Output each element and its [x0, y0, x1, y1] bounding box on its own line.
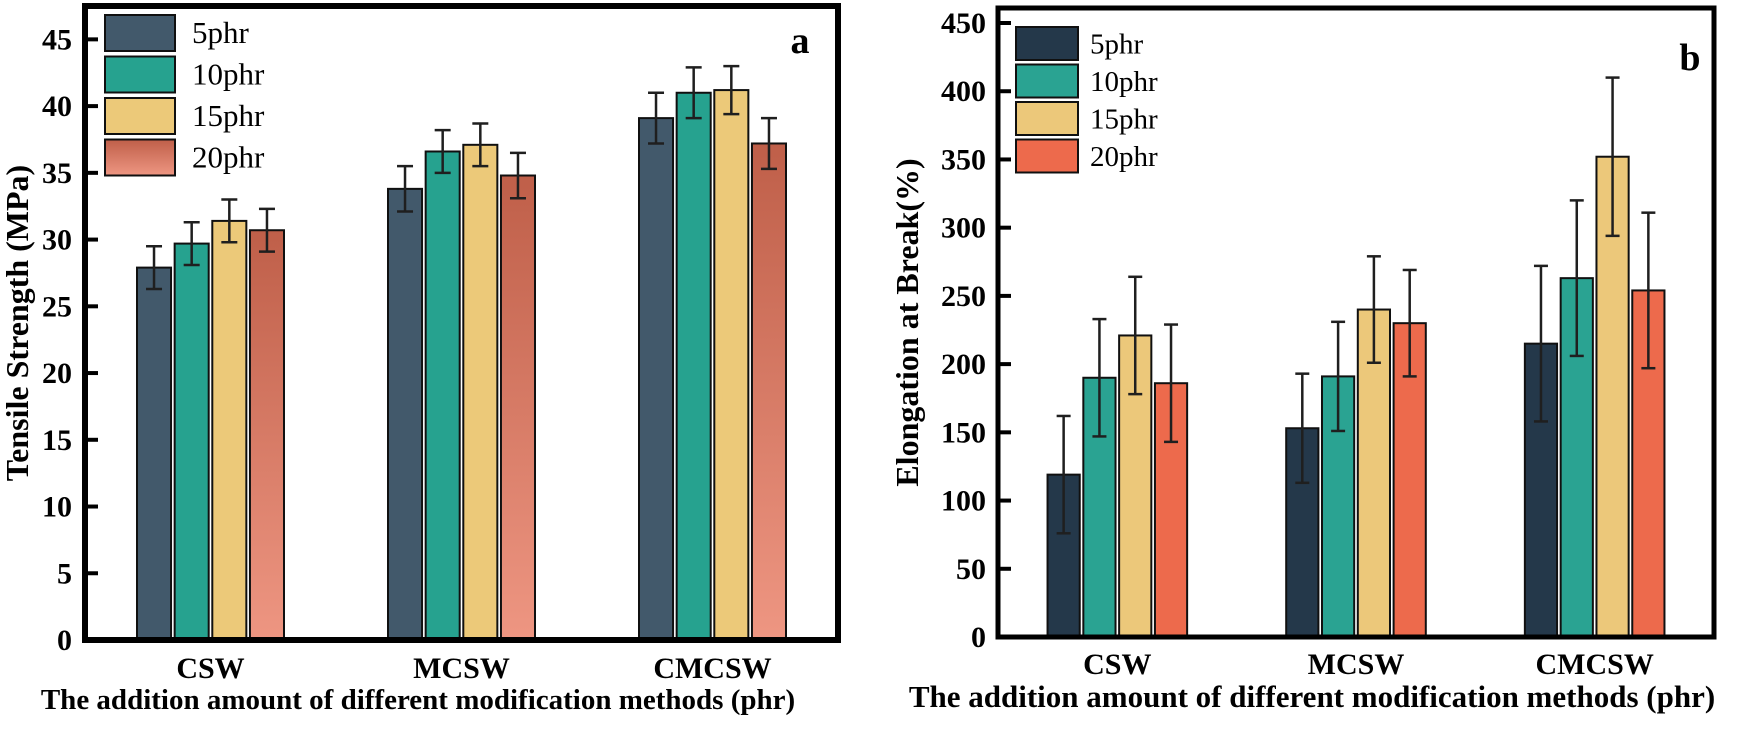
y-tick-label-50: 50 — [956, 553, 986, 586]
bars-group — [1046, 155, 1666, 638]
y-tick-label-150: 150 — [941, 416, 986, 449]
y-tick-label-40: 40 — [42, 90, 72, 123]
bar-CSW-5phr — [136, 266, 173, 641]
panel-letter-b: b — [1679, 37, 1700, 79]
category-label-CSW: CSW — [176, 652, 244, 685]
legend-label-5phr: 5phr — [192, 15, 250, 50]
bar-CMCSW-20phr — [750, 142, 788, 641]
y-tick-label-15: 15 — [42, 424, 72, 457]
y-tick-label-450: 450 — [941, 7, 986, 40]
legend-swatch-5phr — [1015, 26, 1079, 61]
y-tick-label-0: 0 — [971, 621, 986, 654]
plot-border — [995, 5, 1717, 640]
panel-letter-a: a — [791, 20, 810, 62]
category-label-MCSW: MCSW — [1308, 648, 1405, 681]
bar-CMCSW-15phr — [713, 89, 750, 641]
elongation-at-break-chart: CSW MCSW CMCSW 0 50 100 150 200 250 300 350 400 450 T… — [889, 5, 1717, 714]
category-label-CMCSW: CMCSW — [1535, 648, 1653, 681]
bar-MCSW-20phr — [499, 174, 537, 642]
legend-swatch-20phr — [1015, 138, 1079, 174]
legend-label-5phr: 5phr — [1090, 29, 1144, 61]
tensile-strength-chart: CSW MCSW CMCSW 0 5 10 15 20 25 30 35 40 45 The additi… — [0, 3, 841, 716]
y-tick-label-10: 10 — [42, 491, 72, 524]
chart-panel-a: CSW MCSW CMCSW 0 5 10 15 20 25 30 35 40 45 The additi… — [0, 0, 860, 732]
error-bars-group — [1056, 76, 1656, 535]
bar-CMCSW-10phr — [675, 91, 712, 642]
bar-CSW-10phr — [173, 242, 210, 641]
legend-swatch-15phr — [1015, 101, 1079, 136]
y-tick-label-5: 5 — [57, 557, 72, 590]
bar-CSW-20phr — [248, 229, 285, 642]
y-tick-label-400: 400 — [941, 75, 986, 108]
legend-label-15phr: 15phr — [192, 98, 265, 133]
bar-CMCSW-5phr — [638, 117, 675, 641]
y-tick-label-25: 25 — [42, 290, 72, 323]
legend-label-20phr: 20phr — [1090, 141, 1158, 173]
category-label-MCSW: MCSW — [413, 652, 510, 685]
legend-swatch-15phr — [104, 97, 176, 135]
y-axis-title: Elongation at Break(%) — [889, 158, 925, 486]
plot-border — [82, 3, 841, 643]
y-tick-label-30: 30 — [42, 224, 72, 257]
y-tick-label-350: 350 — [941, 143, 986, 176]
bar-MCSW-10phr — [424, 150, 461, 641]
legend-swatch-10phr — [104, 55, 176, 94]
category-label-CSW: CSW — [1083, 648, 1151, 681]
chart-panel-b: CSW MCSW CMCSW 0 50 100 150 200 250 300 350 400 450 T… — [860, 0, 1750, 732]
y-axis-title: Tensile Strength (MPa) — [0, 165, 35, 481]
legend-swatch-20phr — [104, 138, 176, 177]
legend-label-20phr: 20phr — [192, 140, 265, 175]
legend-label-10phr: 10phr — [1090, 66, 1158, 98]
legend-swatch-5phr — [104, 14, 176, 52]
bar-MCSW-15phr — [462, 143, 499, 642]
y-tick-label-300: 300 — [941, 212, 986, 245]
y-tick-label-45: 45 — [42, 23, 72, 56]
error-bars-group — [146, 64, 777, 291]
y-tick-label-250: 250 — [941, 280, 986, 313]
y-tick-label-35: 35 — [42, 157, 72, 190]
legend: 5phr 10phr 15phr 20phr — [1015, 26, 1158, 174]
y-tick-label-20: 20 — [42, 357, 72, 390]
y-ticks-group — [85, 37, 98, 642]
bar-MCSW-5phr — [387, 187, 424, 641]
legend-label-10phr: 10phr — [192, 57, 265, 92]
y-tick-label-0: 0 — [57, 624, 72, 657]
bar-CSW-15phr — [211, 219, 248, 641]
legend-label-15phr: 15phr — [1090, 104, 1158, 136]
y-tick-label-200: 200 — [941, 348, 986, 381]
legend-swatch-10phr — [1015, 63, 1079, 99]
category-label-CMCSW: CMCSW — [653, 652, 771, 685]
y-ticks-group — [998, 21, 1011, 639]
x-axis-title: The addition amount of different modific… — [41, 684, 795, 716]
y-tick-label-100: 100 — [941, 485, 986, 518]
legend: 5phr 10phr 15phr 20phr — [104, 14, 265, 177]
x-axis-title: The addition amount of different modific… — [909, 679, 1715, 714]
